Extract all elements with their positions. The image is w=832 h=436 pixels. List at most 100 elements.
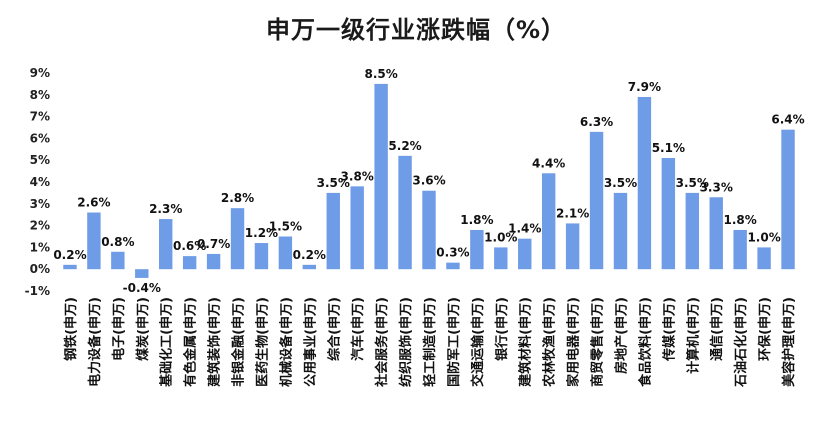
category-label: 电子(申万): [111, 297, 127, 361]
category-label: 农林牧渔(申万): [542, 297, 558, 388]
data-label: 3.8%: [341, 169, 374, 183]
bar: [661, 158, 676, 270]
y-tick-label: 2%: [30, 219, 50, 233]
data-label: 1.4%: [508, 222, 541, 236]
data-label: 5.2%: [388, 139, 421, 153]
data-label: 5.1%: [652, 141, 685, 155]
bar: [470, 229, 484, 270]
bar: [781, 129, 795, 270]
category-label: 汽车(申万): [350, 297, 366, 361]
category-label: 美容护理(申万): [781, 297, 797, 387]
bar: [135, 269, 149, 278]
y-tick-label: 8%: [30, 88, 50, 102]
category-label: 钢铁(申万): [63, 297, 79, 361]
y-tick-label: 7%: [30, 110, 50, 124]
y-tick-label: 5%: [30, 153, 50, 167]
category-label: 非银金融(申万): [231, 297, 247, 387]
bar: [709, 197, 723, 270]
category-label: 传媒(申万): [661, 297, 677, 362]
data-label: 8.5%: [364, 67, 397, 81]
data-label: 3.5%: [317, 176, 350, 190]
category-label: 有色金属(申万): [183, 297, 199, 387]
bar: [637, 96, 652, 270]
y-tick-label: 4%: [30, 175, 50, 189]
category-label: 建筑装饰(申万): [207, 297, 223, 387]
data-label: 1.0%: [747, 230, 780, 244]
data-label: 0.8%: [101, 235, 134, 249]
y-tick-label: 0%: [30, 262, 50, 276]
bar: [278, 236, 293, 270]
bar: [326, 192, 340, 270]
bar: [541, 173, 556, 270]
category-label: 国防军工(申万): [446, 297, 462, 387]
data-label: 2.3%: [149, 202, 182, 216]
data-label: 2.8%: [221, 191, 254, 205]
data-label: 1.5%: [269, 220, 302, 234]
category-label: 银行(申万): [494, 297, 510, 361]
data-label: 3.5%: [604, 176, 637, 190]
bar: [63, 264, 77, 270]
data-label: 1.8%: [724, 213, 757, 227]
bar: [111, 251, 125, 270]
data-label: 1.0%: [484, 230, 517, 244]
y-tick-label: 1%: [30, 240, 50, 254]
bar: [350, 186, 364, 270]
data-labels: 0.2% 2.6% 0.8% -0.4% 2.3% 0.6%0.7% 2.8% 1.2%1.5…: [53, 67, 804, 295]
category-label: 医药生物(申万): [254, 297, 270, 387]
data-label: 3.6%: [412, 174, 445, 188]
chart-title: 申万一级行业涨跌幅（%）: [265, 16, 567, 44]
bar: [206, 253, 221, 270]
category-label: 房地产(申万): [613, 297, 629, 374]
data-label: 1.2%: [245, 226, 278, 240]
data-label: 0.2%: [53, 248, 86, 262]
category-label: 机械设备(申万): [278, 297, 294, 387]
data-label: 0.3%: [436, 246, 469, 260]
bar: [87, 212, 101, 270]
bar: [398, 155, 412, 270]
category-label: 社会服务(申万): [374, 297, 390, 388]
bar: [254, 243, 269, 270]
bar: [613, 192, 628, 270]
bar: [685, 192, 699, 270]
category-label: 家用电器(申万): [566, 297, 582, 387]
category-label: 石油石化(申万): [733, 297, 749, 388]
bar: [422, 190, 436, 270]
data-label: 7.9%: [628, 80, 661, 94]
category-label: 环保(申万): [757, 297, 773, 361]
bar: [565, 223, 580, 270]
category-label: 食品饮料(申万): [637, 297, 653, 387]
category-label: 轻工制造(申万): [422, 297, 438, 387]
category-label: 公用事业(申万): [302, 297, 318, 387]
category-label: 计算机(申万): [685, 297, 701, 374]
data-label: 2.1%: [556, 206, 589, 220]
bar: [230, 208, 245, 270]
data-label: 3.5%: [676, 176, 709, 190]
bar: [446, 262, 460, 270]
bar: [733, 229, 747, 270]
category-label: 交通运输(申万): [470, 297, 486, 387]
data-label: 4.4%: [532, 156, 565, 170]
category-label: 建筑材料(申万): [518, 297, 534, 387]
bar: [589, 131, 604, 270]
data-label: 3.3%: [700, 180, 733, 194]
bar-series: [63, 83, 795, 278]
data-label: 1.8%: [460, 213, 493, 227]
category-label: 煤炭(申万): [135, 297, 151, 361]
y-tick-label: 9%: [30, 66, 50, 80]
bar: [518, 238, 532, 270]
bar: [374, 83, 388, 270]
y-tick-label: 3%: [30, 197, 50, 211]
data-label: 0.6%: [173, 239, 206, 253]
data-label: 6.3%: [580, 115, 613, 129]
category-labels: 钢铁(申万) 电力设备(申万) 电子(申万) 煤炭(申万) 基础化工(申万) 有色金属(申…: [63, 297, 797, 388]
data-label: -0.4%: [123, 281, 161, 295]
y-axis-ticks: -1% 0% 1% 2% 3% 4% 5% 6% 7% 8% 9%: [25, 66, 50, 298]
category-label: 通信(申万): [709, 297, 725, 361]
bar: [494, 247, 508, 270]
data-label: 0.7%: [197, 237, 230, 251]
bar: [302, 264, 317, 270]
data-label: 2.6%: [77, 196, 110, 210]
category-label: 综合(申万): [326, 297, 342, 361]
y-tick-label: -1%: [25, 284, 50, 298]
